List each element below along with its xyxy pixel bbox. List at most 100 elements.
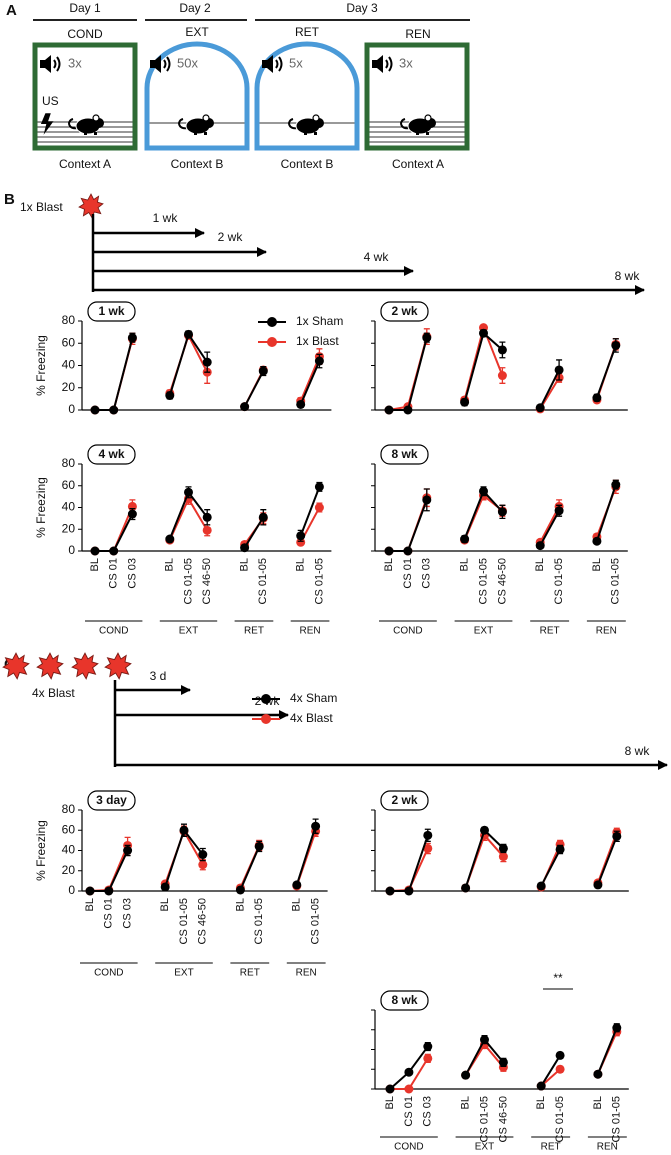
data-point — [460, 397, 470, 407]
data-point — [555, 1064, 565, 1074]
y-tick-label: 80 — [62, 802, 76, 816]
data-point — [593, 880, 603, 890]
x-tick-label: CS 01-05 — [182, 558, 194, 604]
data-point — [535, 403, 545, 413]
x-tick-label: BL — [591, 558, 603, 571]
data-point — [404, 886, 414, 896]
y-tick-label: 0 — [68, 402, 75, 416]
data-point — [314, 356, 324, 366]
x-tick-label: CS 01-05 — [610, 558, 622, 604]
y-tick-label: 80 — [62, 313, 76, 327]
x-tick-label: BL — [84, 898, 96, 911]
data-point — [240, 402, 250, 412]
data-point — [258, 512, 268, 522]
y-tick-label: 40 — [62, 843, 76, 857]
data-point — [593, 1069, 603, 1079]
data-point — [165, 391, 175, 401]
x-tick-label: BL — [291, 898, 303, 911]
group-label: REN — [296, 968, 317, 979]
data-point — [480, 825, 489, 835]
data-point — [90, 546, 100, 556]
data-point — [535, 541, 545, 551]
y-tick-label: 0 — [68, 543, 75, 557]
cs-count: 3x — [68, 55, 82, 70]
data-point — [198, 860, 208, 870]
data-point — [423, 1042, 433, 1052]
x-tick-label: BL — [384, 1096, 396, 1109]
data-point — [296, 537, 306, 547]
mouse-icon — [288, 114, 325, 135]
x-tick-label: CS 01-05 — [253, 898, 265, 944]
group-label: RET — [541, 1142, 561, 1153]
x-tick-label: CS 46-50 — [197, 898, 209, 944]
data-point — [479, 328, 488, 338]
x-tick-label: BL — [592, 1096, 604, 1109]
legend-label: 4x Blast — [290, 711, 333, 725]
y-axis-label: % Freezing — [34, 820, 48, 881]
timeline-label: 2 wk — [218, 230, 244, 244]
group-label: REN — [596, 626, 617, 637]
x-tick-label: CS 01-05 — [477, 558, 489, 604]
x-tick-label: CS 01-05 — [611, 1096, 623, 1142]
x-tick-label: CS 01-05 — [478, 1096, 490, 1142]
data-point — [85, 886, 95, 896]
y-tick-label: 40 — [62, 500, 76, 514]
x-tick-label: BL — [89, 558, 101, 571]
context-label: Context B — [281, 157, 334, 171]
data-point — [109, 405, 119, 415]
data-point — [202, 357, 212, 367]
mouse-icon — [178, 114, 215, 135]
data-point — [296, 399, 306, 409]
panel-title-box — [380, 990, 429, 1011]
data-point — [104, 886, 114, 896]
data-point — [403, 405, 413, 415]
x-tick-label: CS 03 — [422, 1096, 434, 1127]
y-tick-label: 20 — [62, 521, 76, 535]
data-point — [385, 886, 395, 896]
group-label: REN — [299, 626, 320, 637]
data-point — [611, 480, 621, 490]
group-label: COND — [393, 626, 422, 637]
data-point — [311, 821, 321, 831]
data-point — [165, 534, 175, 544]
data-point — [384, 546, 394, 556]
panel-title-box — [87, 444, 136, 465]
speaker-icon — [40, 54, 61, 74]
x-tick-label: BL — [239, 558, 251, 571]
data-point — [127, 509, 137, 519]
data-point — [497, 371, 507, 381]
data-point — [314, 482, 324, 492]
us-label: US — [42, 94, 59, 108]
panel-title: 1 wk — [98, 304, 124, 318]
data-point — [497, 345, 507, 355]
timeline-label: 3 d — [150, 669, 167, 683]
data-point — [240, 543, 250, 553]
group-label: COND — [99, 626, 128, 637]
legend-marker — [261, 694, 271, 704]
data-point — [422, 333, 432, 343]
panel-title: 2 wk — [391, 793, 417, 807]
blast-icon — [71, 652, 99, 680]
data-point — [123, 846, 133, 855]
data-point — [422, 495, 432, 505]
group-label: EXT — [174, 968, 193, 979]
group-label: RET — [240, 968, 260, 979]
data-point — [612, 831, 622, 841]
panel-title: 4 wk — [98, 447, 124, 461]
panel-label: A — [6, 2, 17, 19]
data-point — [536, 1081, 546, 1091]
data-point — [555, 844, 565, 854]
data-point — [554, 365, 564, 375]
data-point — [461, 1070, 471, 1080]
cs-count: 50x — [177, 55, 198, 70]
y-tick-label: 80 — [62, 456, 76, 470]
x-tick-label: CS 01-05 — [313, 558, 325, 604]
x-tick-label: BL — [534, 558, 546, 571]
x-tick-label: BL — [535, 1096, 547, 1109]
data-point — [385, 1084, 395, 1094]
x-tick-label: CS 01-05 — [554, 1096, 566, 1142]
y-tick-label: 20 — [62, 380, 76, 394]
panel-title-box — [380, 790, 429, 811]
group-label: RET — [540, 626, 560, 637]
data-point — [384, 405, 394, 415]
